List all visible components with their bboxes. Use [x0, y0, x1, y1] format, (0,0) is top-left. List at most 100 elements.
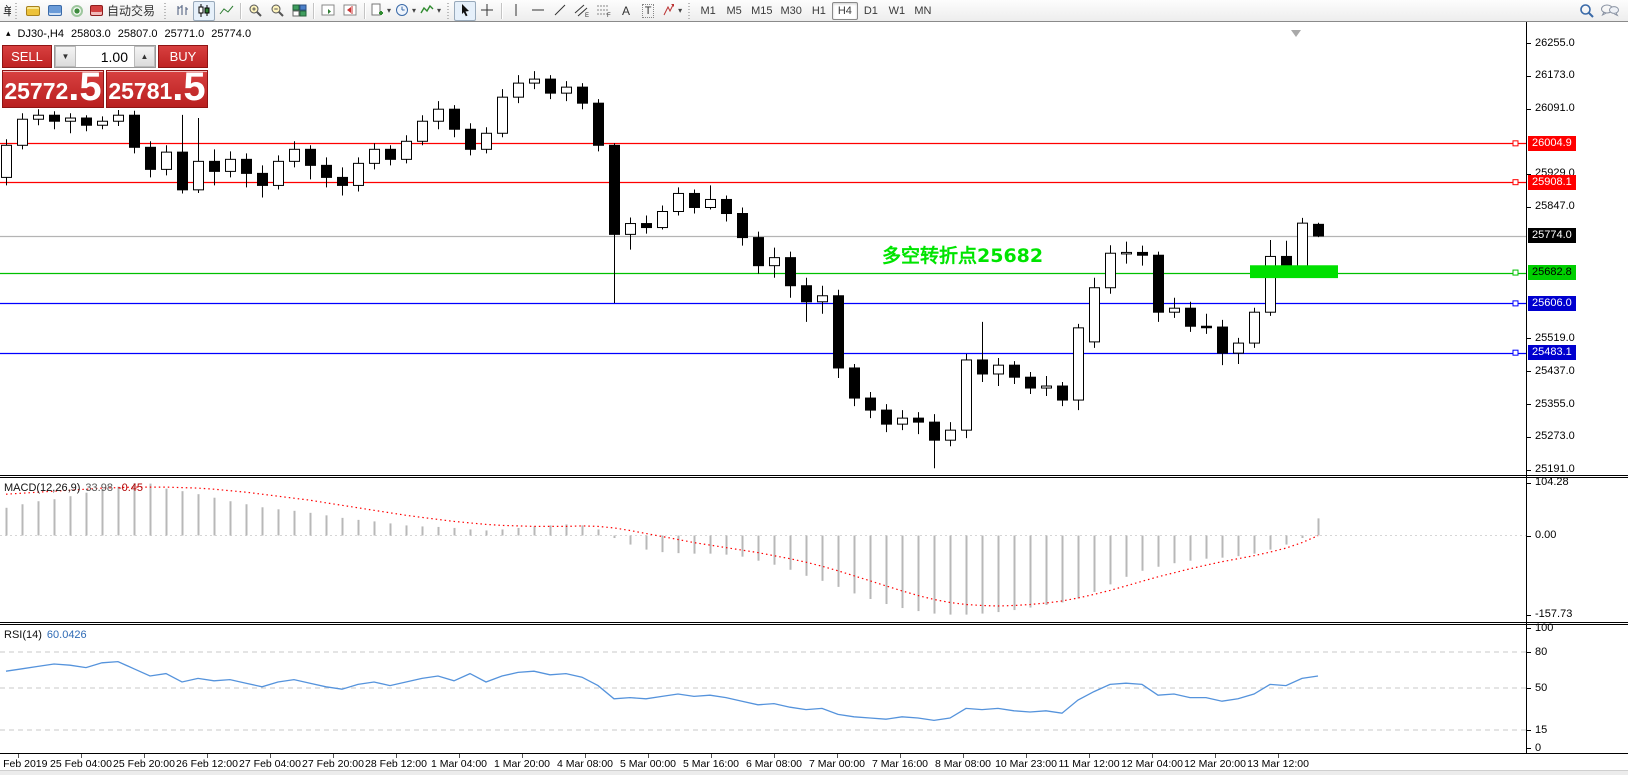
dropdown-caret: ▾ [437, 6, 442, 15]
auto-scroll-button[interactable] [317, 1, 339, 21]
timeframe-D1[interactable]: D1 [863, 4, 878, 17]
macd-signal-value: -0.45 [117, 482, 144, 494]
new-order-button[interactable]: ▾ [368, 1, 393, 21]
volume-input[interactable]: 1.00 [100, 48, 128, 65]
one-click-trading-panel: SELL ▼ 1.00 ▲ BUY 25772 .5 25781 .5 [2, 45, 208, 108]
rsi-tick [1527, 748, 1531, 749]
panel-separator[interactable] [0, 624, 1628, 625]
time-tick [522, 754, 523, 758]
zoom-out-icon [271, 4, 284, 17]
trendline-tool[interactable] [549, 1, 571, 21]
indicators-button[interactable]: ▾ [418, 1, 443, 21]
sell-button[interactable]: SELL [2, 45, 52, 68]
tile-windows-button[interactable] [288, 1, 310, 21]
fibonacci-tool[interactable]: F [593, 1, 615, 21]
equidistant-channel-tool[interactable]: E [571, 1, 593, 21]
price-line-label: 25682.8 [1528, 265, 1576, 281]
line-chart-button[interactable] [215, 1, 237, 21]
time-tick [585, 754, 586, 758]
price-tick-label: 25519.0 [1535, 331, 1575, 344]
arrows-tool[interactable]: ▾ [659, 1, 684, 21]
dropdown-caret: ▾ [412, 6, 417, 15]
dropdown-caret: ▾ [678, 6, 683, 15]
timeframe-M30[interactable]: M30 [780, 4, 802, 17]
time-label: 8 Mar 08:00 [934, 758, 992, 770]
time-label: 10 Mar 23:00 [995, 758, 1057, 770]
timeframe-H1[interactable]: H1 [811, 4, 826, 17]
panel-separator[interactable] [0, 622, 1628, 623]
gold-bars-icon[interactable] [22, 1, 44, 21]
price-tick-label: 26173.0 [1535, 69, 1575, 82]
panel-separator[interactable] [0, 477, 1628, 478]
rsi-value: 60.0426 [46, 629, 87, 641]
time-label: 11 Mar 12:00 [1058, 758, 1120, 770]
candlestick-chart-button[interactable] [193, 0, 216, 21]
chat-button[interactable] [1598, 1, 1622, 21]
volume-increase-button[interactable]: ▲ [134, 46, 155, 67]
period-clock-button[interactable]: ▾ [393, 1, 418, 21]
time-label: 27 Feb 04:00 [239, 758, 301, 770]
zoom-out-button[interactable] [266, 1, 288, 21]
rsi-tick-label: 50 [1535, 681, 1548, 694]
toolbar-grip[interactable] [445, 2, 453, 19]
vertical-line-tool[interactable] [505, 1, 527, 21]
bar-chart-button[interactable] [171, 1, 193, 21]
chart-shift-marker[interactable] [1291, 30, 1301, 37]
time-label: 5 Mar 16:00 [682, 758, 740, 770]
toolbar-grip[interactable] [686, 2, 694, 19]
autotrading-button[interactable]: 自动交易 [88, 1, 160, 21]
timeframe-M1[interactable]: M1 [700, 4, 716, 17]
crosshair-button[interactable] [476, 1, 498, 21]
timeframe-M15[interactable]: M15 [751, 4, 773, 17]
horizontal-line-tool[interactable] [527, 1, 549, 21]
timeframe-M5[interactable]: M5 [726, 4, 742, 17]
volume-decrease-button[interactable]: ▼ [55, 46, 76, 67]
panel-separator[interactable] [0, 475, 1628, 476]
price-tick-label: 25847.0 [1535, 200, 1575, 213]
time-label: 6 Mar 08:00 [745, 758, 803, 770]
timeframe-H4[interactable]: H4 [831, 1, 858, 20]
ohlc-high: 25807.0 [117, 28, 158, 40]
time-label: 12 Mar 20:00 [1184, 758, 1246, 770]
macd-main-value: 33.98 [85, 482, 113, 494]
macd-indicator-panel[interactable]: MACD(12,26,9) 33.98 -0.45 [0, 479, 1526, 621]
time-tick [1089, 754, 1090, 758]
arrows-icon [663, 4, 675, 16]
toolbar-grip[interactable] [162, 2, 170, 19]
buy-price-int: 25781 [108, 78, 173, 104]
time-tick [648, 754, 649, 758]
time-tick [837, 754, 838, 758]
timeframe-MN[interactable]: MN [914, 4, 932, 17]
toolbar-grip[interactable] [13, 2, 20, 19]
rsi-indicator-panel[interactable]: RSI(14) 60.0426 [0, 626, 1526, 753]
time-label: 5 Mar 00:00 [619, 758, 677, 770]
candlestick-chart[interactable] [0, 22, 1526, 475]
zoom-in-button[interactable] [244, 1, 266, 21]
chart-plot-area[interactable]: ▴ DJ30-,H4 25803.0 25807.0 25771.0 25774… [0, 22, 1526, 475]
text-label-tool[interactable]: T [637, 1, 659, 21]
buy-price-display[interactable]: 25781 .5 [106, 65, 208, 109]
menu-fragment[interactable]: 单 [3, 4, 11, 18]
time-tick [1026, 754, 1027, 758]
chart-text-annotation[interactable]: 多空转折点25682 [882, 245, 1044, 267]
buy-price-frac: .5 [172, 65, 206, 109]
price-tick [1527, 436, 1531, 438]
search-button[interactable] [1576, 1, 1598, 21]
mail-button[interactable] [44, 1, 66, 21]
signal-button[interactable] [66, 1, 88, 21]
timeframe-W1[interactable]: W1 [888, 4, 906, 17]
cursor-button[interactable] [454, 0, 477, 21]
price-tick [1527, 338, 1531, 340]
price-tick-label: 25191.0 [1535, 463, 1575, 476]
price-axis[interactable]: 26255.0 26173.0 26091.0 25929.0 25847.0 25519… [1527, 22, 1628, 754]
buy-button[interactable]: BUY [158, 45, 208, 68]
text-tool[interactable]: A [615, 1, 637, 21]
chart-shift-button[interactable] [339, 1, 361, 21]
time-label: 7 Mar 00:00 [808, 758, 866, 770]
price-line-label: 25606.0 [1528, 295, 1576, 311]
search-icon [1580, 3, 1594, 18]
sell-price-display[interactable]: 25772 .5 [2, 67, 104, 108]
price-tick [1527, 43, 1531, 44]
time-tick [459, 754, 460, 758]
